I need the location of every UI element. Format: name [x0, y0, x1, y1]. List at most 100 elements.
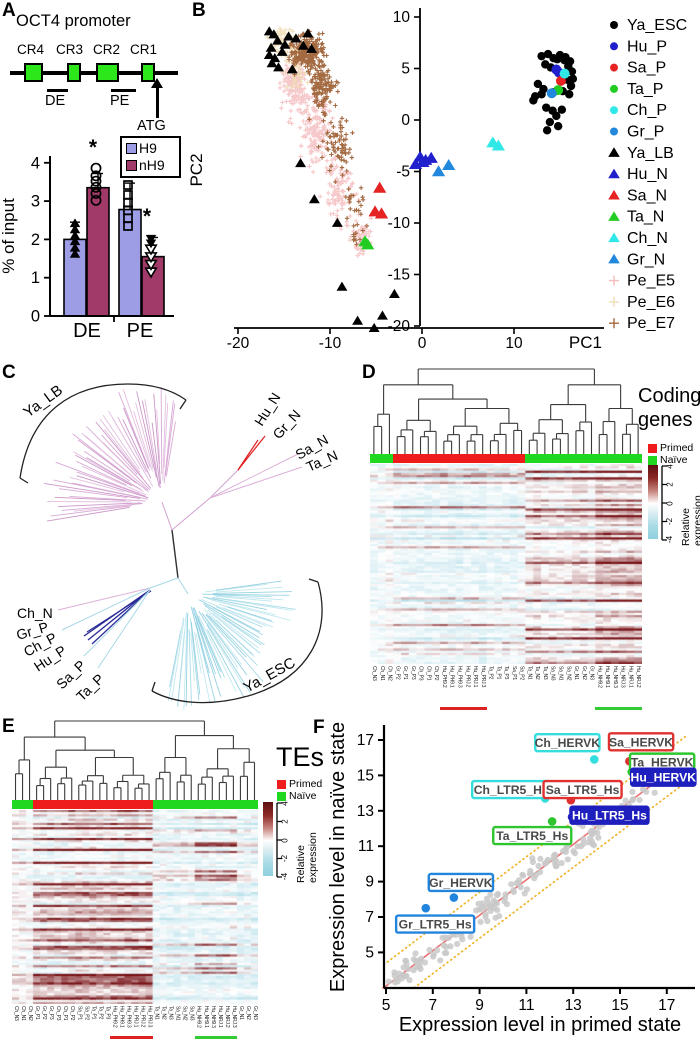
svg-text:Ch_LTR5_Hs: Ch_LTR5_Hs — [474, 783, 549, 797]
column-label: Gr_N2 — [580, 666, 587, 680]
svg-text:10: 10 — [505, 335, 523, 352]
tes-colorbar — [263, 802, 273, 876]
column-label: Ch_N3 — [13, 1006, 19, 1021]
atg-arrow-head — [151, 78, 163, 88]
svg-text:10: 10 — [393, 9, 411, 26]
column-label: Ta_N2 — [160, 1006, 167, 1020]
panel-a-title: OCT4 promoter — [16, 12, 131, 30]
cr2-box — [96, 63, 119, 82]
svg-text:Ya_ESC: Ya_ESC — [627, 17, 687, 34]
sample-group-underline — [595, 707, 642, 710]
bar-PE-H9 — [118, 208, 142, 317]
column-label: Hu_PRJ.1 — [472, 666, 479, 688]
legend-item-Ta_N: Ta_N — [608, 209, 664, 226]
te-label-Ch_HERVK: Ch_HERVK — [534, 732, 601, 753]
panel-a-legend: H9 nH9 — [120, 136, 181, 178]
clade-bracket — [151, 581, 323, 704]
legend-item-Ch_N: Ch_N — [608, 230, 668, 247]
column-label: Ch_P2 — [69, 1006, 76, 1021]
pc2-axis-label: PC2 — [187, 153, 206, 186]
phylogenetic-tree: Ya_LB Hu_NGr_NSa_NTa_NCh_NGr_PCh_PHu_PSa_… — [14, 382, 340, 711]
te-label-Sa_LTR5_Hs: Sa_LTR5_Hs — [542, 779, 623, 800]
te-label-Gr_HERVK: Gr_HERVK — [427, 872, 495, 893]
legend-item-Hu_N: Hu_N — [608, 166, 668, 183]
column-label: Hu_PH9.2 — [111, 1006, 118, 1028]
column-label: Hu_PRJ.3 — [146, 1006, 153, 1028]
column-label: Ch_P1 — [62, 1006, 69, 1021]
h9-label: H9 — [139, 140, 157, 156]
column-label: Gr_P3 — [48, 1006, 55, 1020]
panel-f-letter: F — [313, 717, 325, 738]
de-tick — [47, 89, 68, 92]
coding-genes-dendrogram — [373, 368, 639, 454]
series-Gr_N — [431, 159, 456, 177]
column-label: Hu_PRJ.3 — [479, 666, 486, 688]
column-label: Sa_P1 — [76, 1006, 83, 1021]
tes-heatmap — [12, 810, 258, 1004]
svg-text:Gr_HERVK: Gr_HERVK — [429, 876, 493, 890]
f-y-axis-label: Expression level in naïve state — [327, 722, 349, 992]
legend-item-Ya_LB: Ya_LB — [608, 145, 674, 162]
svg-text:Ch_HERVK: Ch_HERVK — [535, 736, 601, 750]
column-label: Hu_NRJ.1 — [627, 666, 634, 688]
legend-item-Pe_E6: Pe_E6 — [609, 294, 675, 311]
svg-text:% of input: % of input — [0, 198, 18, 274]
column-label: Hu_PH9.2 — [440, 666, 447, 688]
cr1-box — [141, 63, 155, 82]
legend-item-Sa_N: Sa_N — [608, 187, 667, 204]
series-Hu_N — [408, 150, 438, 170]
column-label: Ch_N2 — [386, 666, 393, 681]
state-strip-segment — [393, 454, 526, 463]
column-label: Hu_NRJ.3 — [230, 1006, 237, 1028]
panel-a-letter: A — [2, 0, 16, 21]
svg-text:11: 11 — [358, 838, 374, 855]
embryo-cloud-Pe_E7 — [286, 29, 370, 247]
cr2-label: CR2 — [93, 42, 121, 57]
svg-text:15: 15 — [357, 767, 374, 784]
f-x-axis-label: Expression level in primed state — [399, 1014, 681, 1036]
column-label: Ta_P3 — [503, 666, 510, 680]
significance-asterisk: * — [89, 136, 98, 159]
sample-group-underline — [110, 1036, 153, 1039]
svg-text:7: 7 — [365, 909, 374, 926]
state-strip-segment — [33, 800, 153, 809]
svg-text:13: 13 — [357, 803, 374, 820]
column-label: Sa_N1 — [174, 1006, 181, 1021]
column-label: Gr_N2 — [244, 1006, 251, 1020]
svg-text:0: 0 — [418, 335, 427, 352]
coding-genes-title-2: genes — [638, 409, 693, 431]
column-label: Hu_NH9.3 — [209, 1006, 216, 1028]
pe-tick — [111, 89, 136, 92]
te-label-Gr_LTR5_Hs: Gr_LTR5_Hs — [394, 914, 476, 934]
svg-text:Hu_N: Hu_N — [627, 166, 668, 183]
svg-text:-15: -15 — [388, 267, 410, 284]
panel-c-letter: C — [2, 362, 16, 383]
column-label: Hu_PRJ.2 — [464, 666, 471, 688]
column-label: Sa_N2 — [565, 666, 572, 681]
coding-colorbar-bracket — [661, 465, 667, 541]
clade-bracket — [19, 383, 187, 479]
svg-text:Gr_N: Gr_N — [627, 251, 665, 268]
legend-item-Gr_N: Gr_N — [608, 251, 665, 268]
atg-label: ATG — [137, 118, 166, 134]
bar-DE-nH9 — [86, 186, 110, 317]
coding-colorbar-title: Relative expression — [680, 495, 700, 546]
interval-line — [413, 774, 696, 989]
svg-text:Sa_N: Sa_N — [627, 187, 667, 204]
cbar-tick: 4 — [280, 801, 290, 806]
svg-text:Ch_N: Ch_N — [627, 230, 668, 247]
column-label: Ta_P2 — [97, 1006, 104, 1020]
svg-text:0: 0 — [401, 112, 410, 129]
cbar-tick: -4 — [280, 872, 290, 881]
svg-text:Sa_P: Sa_P — [627, 60, 666, 77]
tes-colorbar-bracket — [276, 802, 282, 878]
cr4-box — [24, 63, 43, 82]
h9-swatch — [126, 143, 137, 154]
column-label: Sa_N2 — [181, 1006, 188, 1021]
svg-text:0: 0 — [31, 308, 40, 326]
nh9-swatch — [126, 160, 137, 171]
column-label: Hu_NRJ.2 — [223, 1006, 230, 1028]
column-label: Gr_P1 — [402, 666, 409, 680]
column-label: Hu_PRJ.1 — [132, 1006, 139, 1028]
